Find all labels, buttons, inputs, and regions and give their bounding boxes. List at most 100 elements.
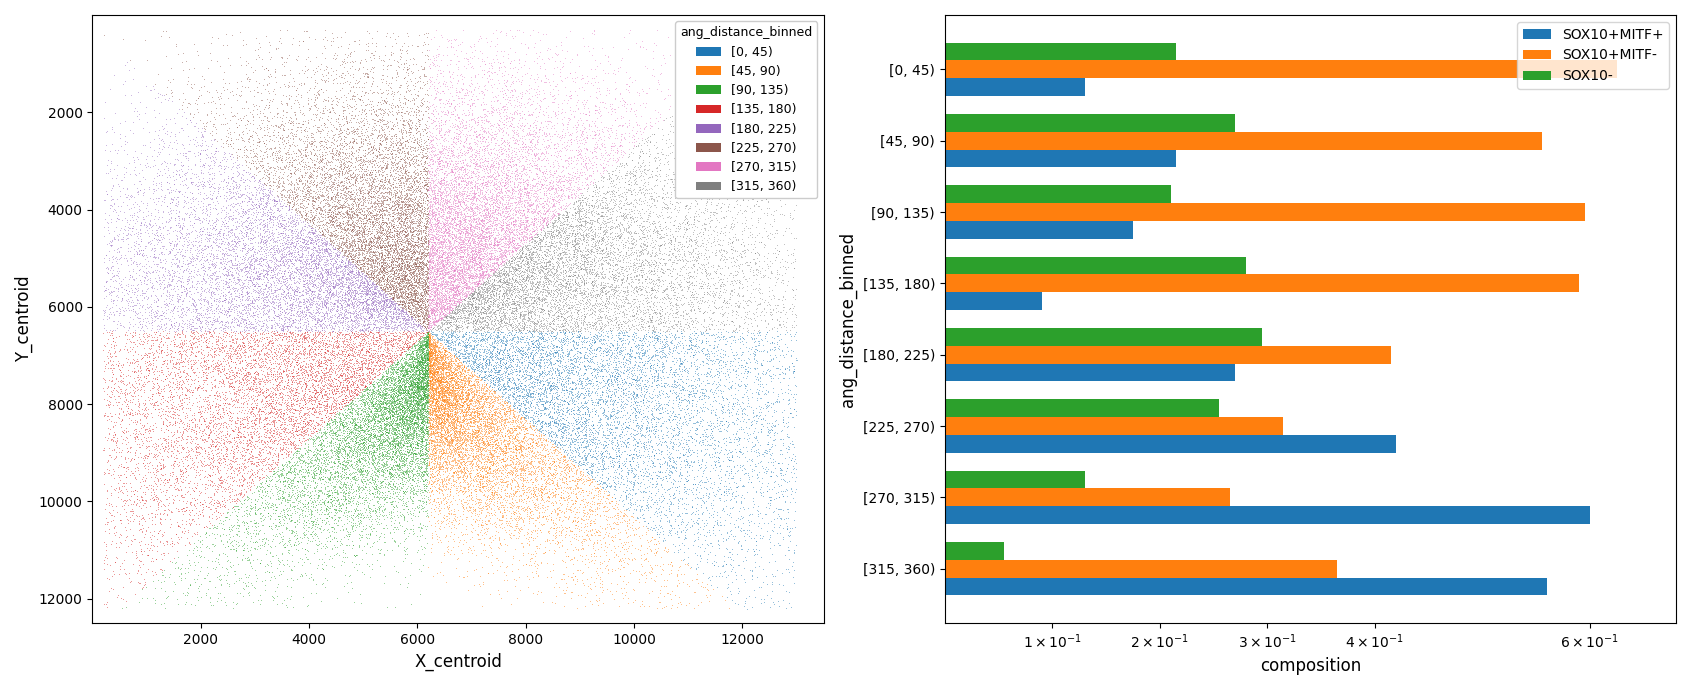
Point [306,342,333,353]
Point [360,364,387,375]
Point [331,491,358,502]
Point [391,293,418,304]
Point [171,389,198,400]
Point [487,274,514,285]
Point [626,87,653,98]
Point [360,446,387,457]
Point [257,547,284,558]
Point [353,322,380,333]
Point [186,297,213,308]
Point [426,263,453,274]
Point [174,196,201,207]
Point [551,324,578,335]
Point [333,502,360,513]
Point [534,417,561,428]
Point [431,260,458,271]
Point [337,467,364,478]
Point [534,495,561,506]
Point [386,382,413,393]
Point [475,435,502,446]
Point [299,313,326,324]
Point [426,159,453,170]
Point [149,437,176,448]
Point [418,406,445,417]
Point [528,208,555,219]
Point [595,519,622,530]
Point [416,407,443,418]
Point [438,326,465,337]
Point [225,178,252,189]
Point [502,175,529,186]
Point [431,306,458,317]
Point [514,259,541,270]
Point [352,464,379,475]
Point [277,418,304,429]
Point [279,316,306,327]
Point [619,468,646,479]
Point [399,293,426,304]
Point [583,195,610,206]
Point [570,336,597,347]
Point [301,75,328,86]
Point [644,253,671,264]
Point [489,169,516,180]
Point [289,229,316,240]
Point [414,142,441,153]
Point [583,488,610,499]
Point [145,139,172,150]
Point [330,419,357,430]
Point [348,451,375,462]
Point [201,170,228,181]
Point [431,406,458,417]
Point [423,418,450,429]
Point [380,291,408,302]
Point [210,303,237,314]
Point [475,215,502,226]
Point [360,209,387,220]
Point [254,224,281,235]
Point [335,208,362,219]
Point [215,287,242,298]
Point [467,382,494,393]
Point [546,453,573,464]
Point [467,358,494,369]
Point [291,137,318,148]
Point [255,263,282,274]
Point [176,387,203,398]
Point [394,311,421,322]
Point [665,168,692,179]
Point [605,279,632,290]
Point [644,285,671,296]
Point [495,239,523,250]
Point [414,407,441,418]
Point [428,391,455,402]
Point [389,358,416,369]
Point [668,462,695,473]
Point [441,338,468,349]
Point [720,275,747,286]
Point [397,471,424,482]
Point [279,39,306,50]
Point [519,223,546,234]
Point [389,299,416,310]
Point [281,237,308,248]
Point [394,364,421,375]
Point [233,266,260,277]
Point [607,319,634,330]
Point [396,383,423,394]
Point [595,390,622,401]
Point [287,366,315,377]
Point [242,419,269,430]
Point [463,245,490,256]
Point [255,466,282,477]
Point [561,343,588,354]
Point [558,365,585,376]
Point [457,326,484,337]
Point [654,392,681,403]
Point [392,354,419,365]
Point [555,184,582,195]
Point [526,368,553,379]
Point [100,400,127,411]
Point [573,264,600,275]
Point [245,474,272,485]
